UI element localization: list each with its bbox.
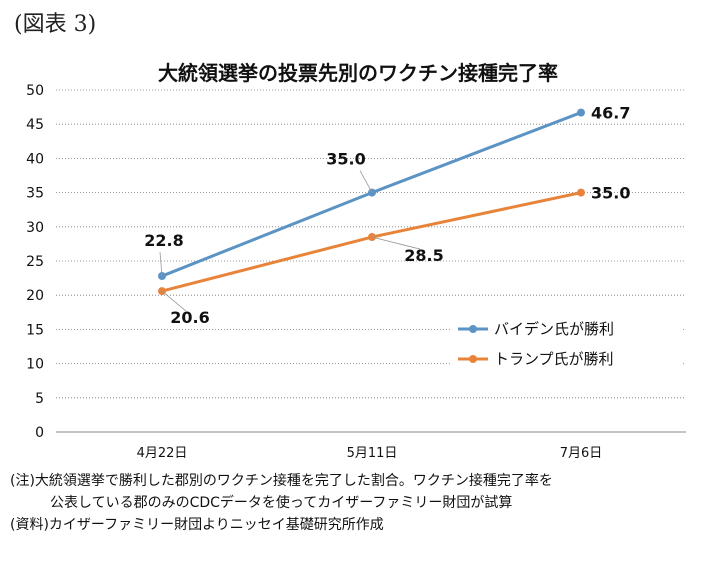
y-axis-ticks: 0 5 10 15 20 25 30 35 40 45 50 [26,83,44,441]
series-line [161,191,582,293]
label-leader [371,236,421,250]
legend-label: バイデン氏が勝利 [494,320,614,338]
y-tick-label: 50 [26,83,44,99]
data-label: 28.5 [404,246,443,265]
legend-label: トランプ氏が勝利 [494,350,614,368]
data-label: 20.6 [170,308,209,327]
y-tick-label: 15 [26,322,44,338]
legend-bg [452,346,682,370]
y-tick-label: 30 [26,220,44,236]
data-point [577,188,585,197]
label-leader [359,170,373,193]
y-tick-label: 20 [26,288,44,304]
figure-label: (図表 3) [14,12,97,37]
legend-bg [452,316,682,340]
data-label: 46.7 [591,104,630,123]
chart-notes: (注)大統領選挙で勝利した郡別のワクチン接種を完了した割合。ワクチン接種完了率を… [10,470,553,536]
y-tick-label: 45 [26,117,44,133]
y-tick-label: 10 [26,357,44,373]
y-tick-label: 0 [35,425,44,441]
x-tick-label: 5月11日 [347,446,398,461]
label-leader [159,252,163,277]
x-tick-label: 7月6日 [560,446,603,461]
y-tick-label: 35 [26,186,44,202]
gridlines [56,89,686,433]
x-axis-ticks: 4月22日 5月11日 7月6日 [137,446,603,461]
note-line-2: 公表している郡のみのCDCデータを使ってカイザーファミリー財団が試算 [50,495,513,511]
y-tick-label: 25 [26,254,44,270]
x-tick-label: 4月22日 [137,446,188,461]
line-chart: 大統領選挙の投票先別のワクチン接種完了率 0 5 10 15 20 25 30 35 40 45 5… [26,61,686,461]
label-leader [161,290,187,312]
series-group: 22.8 35.0 46.7 20.6 28.5 35.0 [144,104,630,328]
y-tick-label: 5 [35,391,44,407]
data-label: 35.0 [591,184,630,203]
data-label: 22.8 [144,231,183,250]
y-tick-label: 40 [26,151,44,167]
legend-marker [469,355,477,363]
legend-marker [469,325,477,333]
legend-item-1: バイデン氏が勝利 [452,316,682,340]
chart-title: 大統領選挙の投票先別のワクチン接種完了率 [158,61,558,85]
data-point [577,108,585,117]
source-line: (資料)カイザーファミリー財団よりニッセイ基礎研究所作成 [10,517,384,533]
note-line-1: (注)大統領選挙で勝利した郡別のワクチン接種を完了した割合。ワクチン接種完了率を [10,473,553,489]
series-2: 20.6 28.5 35.0 [158,184,630,327]
data-label: 35.0 [326,150,365,169]
legend-item-2: トランプ氏が勝利 [452,346,682,370]
series-1: 22.8 35.0 46.7 [144,104,630,281]
